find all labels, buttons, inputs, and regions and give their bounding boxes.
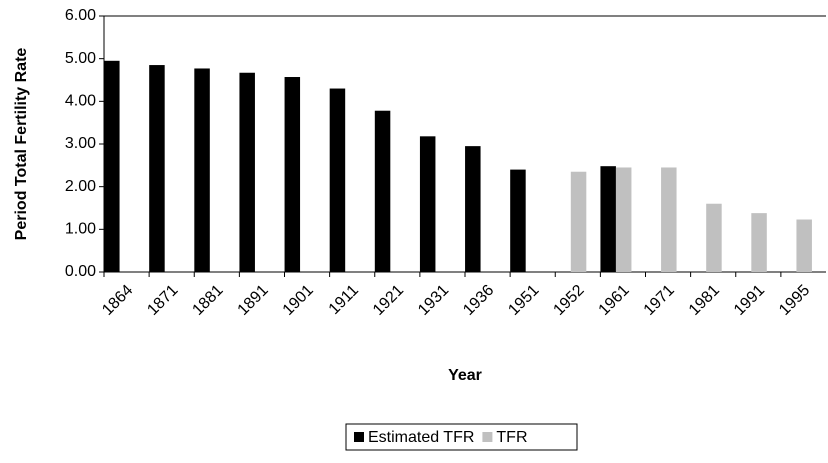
y-tick-label: 6.00 bbox=[65, 7, 96, 24]
y-tick-label: 2.00 bbox=[65, 178, 96, 195]
y-tick-label: 3.00 bbox=[65, 135, 96, 152]
legend-swatch bbox=[354, 432, 364, 442]
bar bbox=[570, 171, 587, 272]
x-tick-label: 1881 bbox=[189, 282, 226, 319]
y-axis-title: Period Total Fertility Rate bbox=[13, 48, 30, 241]
bar bbox=[239, 72, 255, 272]
bar bbox=[194, 68, 210, 272]
legend-swatch bbox=[482, 432, 493, 442]
x-tick-label: 1911 bbox=[326, 282, 362, 318]
legend-label: TFR bbox=[496, 429, 527, 446]
bar bbox=[374, 110, 391, 272]
bar bbox=[419, 136, 436, 272]
x-tick-label: 1891 bbox=[235, 282, 272, 319]
bar bbox=[615, 167, 632, 272]
x-tick-label: 1951 bbox=[505, 282, 542, 319]
x-tick-label: 1931 bbox=[415, 282, 452, 319]
bar bbox=[661, 167, 677, 272]
x-tick-label: 1936 bbox=[460, 282, 497, 319]
x-tick-label: 1971 bbox=[641, 282, 678, 319]
y-tick-label: 0.00 bbox=[65, 263, 96, 280]
x-axis-title: Year bbox=[448, 367, 482, 384]
x-tick-label: 1991 bbox=[731, 282, 768, 319]
y-tick-label: 1.00 bbox=[65, 221, 96, 238]
bar bbox=[329, 88, 346, 273]
x-tick-label: 1961 bbox=[596, 282, 633, 319]
x-tick-label: 1981 bbox=[686, 282, 723, 319]
bar bbox=[465, 146, 481, 272]
bar bbox=[796, 219, 812, 272]
bar bbox=[510, 169, 526, 272]
y-tick-label: 5.00 bbox=[65, 50, 96, 67]
bar bbox=[706, 203, 722, 272]
legend-box bbox=[345, 423, 578, 451]
legend-label: Estimated TFR bbox=[368, 429, 474, 446]
bar bbox=[104, 60, 120, 272]
x-tick-label: 1952 bbox=[550, 282, 587, 319]
bar bbox=[751, 213, 767, 272]
x-tick-label: 1864 bbox=[99, 282, 136, 319]
bar bbox=[600, 166, 616, 272]
x-tick-label: 1901 bbox=[280, 282, 317, 319]
bar bbox=[284, 77, 301, 272]
x-tick-label: 1921 bbox=[370, 282, 407, 319]
x-tick-label: 1871 bbox=[144, 282, 181, 319]
x-tick-label: 1995 bbox=[776, 282, 813, 319]
y-tick-label: 4.00 bbox=[65, 93, 96, 110]
bar bbox=[149, 65, 165, 272]
